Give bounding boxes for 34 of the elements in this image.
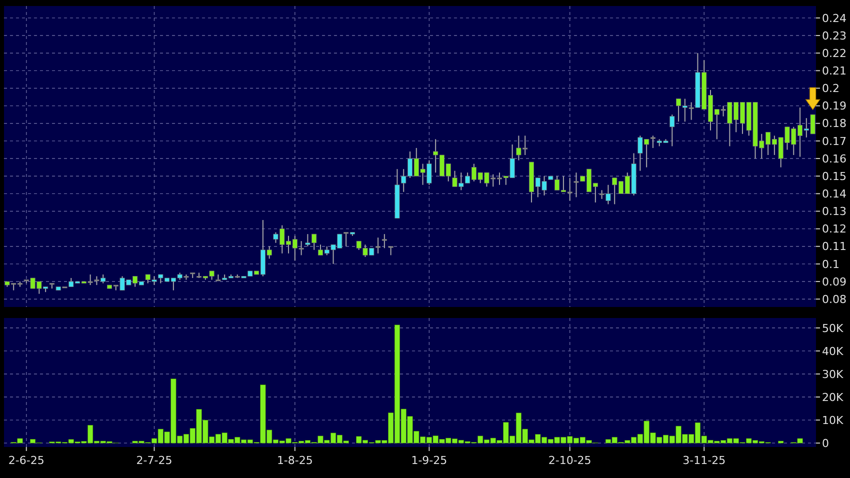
y-tick-label: 10K (822, 414, 844, 427)
y-tick-label: 0.11 (822, 240, 846, 254)
y-tick-label: 0.17 (822, 134, 846, 148)
y-tick-label: 0.18 (822, 117, 846, 130)
y-tick-label: 0.1 (822, 258, 840, 271)
y-tick-label: 0.09 (822, 275, 846, 288)
y-tick-label: 0.14 (822, 188, 846, 201)
y-tick-label: 0 (822, 436, 829, 450)
y-tick-label: 0.08 (822, 292, 846, 306)
x-tick-label: 2-10-25 (548, 454, 592, 467)
y-tick-label: 0.24 (822, 12, 846, 25)
y-tick-label: 0.22 (822, 46, 846, 60)
y-tick-label: 0.13 (822, 205, 846, 218)
bar (778, 440, 784, 444)
y-tick-label: 30K (822, 368, 844, 381)
y-tick-label: 40K (822, 344, 844, 358)
x-tick-label: 2-7-25 (136, 454, 172, 467)
candlestick (650, 135, 656, 148)
y-tick-label: 0.19 (822, 100, 846, 113)
x-tick-label: 1-9-25 (411, 454, 448, 467)
x-tick-label: 2-6-25 (8, 454, 44, 467)
y-tick-label: 0.2 (822, 82, 840, 96)
x-tick-label: 3-11-25 (682, 454, 726, 467)
y-tick-label: 50K (822, 322, 844, 335)
candlestick (670, 114, 675, 147)
y-tick-label: 20K (822, 390, 844, 404)
y-tick-label: 0.12 (822, 222, 846, 236)
y-tick-label: 0.15 (822, 170, 846, 183)
y-tick-label: 0.16 (822, 152, 846, 166)
candlestick (376, 237, 381, 254)
x-tick-label: 1-8-25 (276, 454, 313, 467)
candlestick (382, 234, 387, 249)
y-tick-label: 0.21 (822, 64, 846, 78)
y-tick-label: 0.23 (822, 29, 846, 42)
